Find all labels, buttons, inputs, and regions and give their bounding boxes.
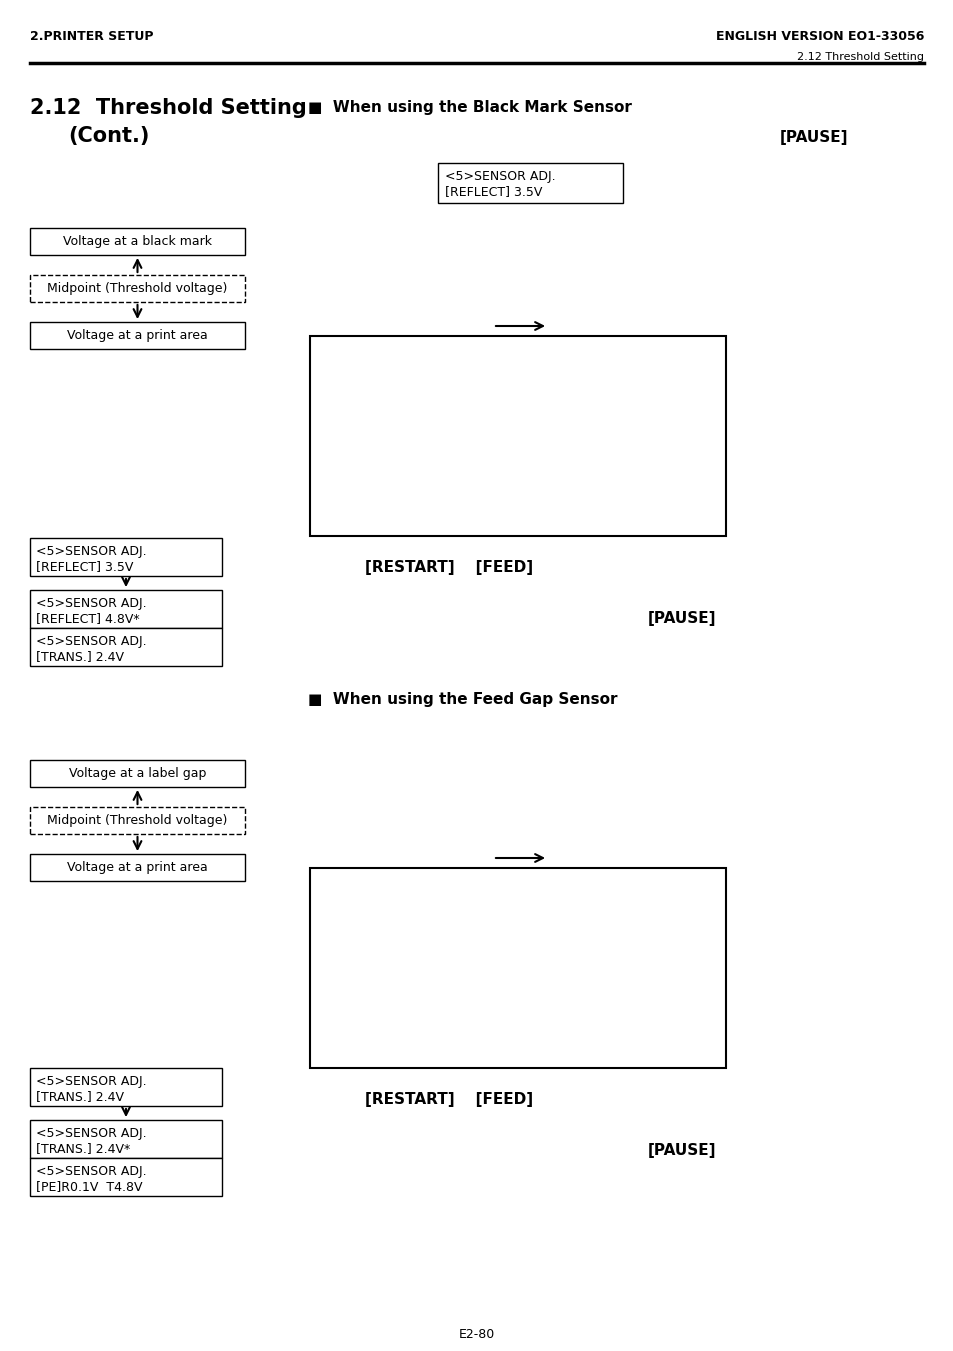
- Text: [REFLECT] 3.5V: [REFLECT] 3.5V: [444, 185, 542, 199]
- Text: <5>SENSOR ADJ.: <5>SENSOR ADJ.: [36, 544, 147, 558]
- Text: [TRANS.] 2.4V*: [TRANS.] 2.4V*: [36, 1142, 131, 1155]
- Text: Voltage at a print area: Voltage at a print area: [67, 330, 208, 342]
- Text: [TRANS.] 2.4V: [TRANS.] 2.4V: [36, 1090, 124, 1102]
- Text: (Cont.): (Cont.): [68, 126, 150, 146]
- Text: 2.12 Threshold Setting: 2.12 Threshold Setting: [796, 51, 923, 62]
- Text: Midpoint (Threshold voltage): Midpoint (Threshold voltage): [48, 815, 228, 827]
- Text: <5>SENSOR ADJ.: <5>SENSOR ADJ.: [444, 170, 555, 182]
- Bar: [30, 807, 245, 834]
- Text: 2.PRINTER SETUP: 2.PRINTER SETUP: [30, 30, 153, 43]
- Text: <5>SENSOR ADJ.: <5>SENSOR ADJ.: [36, 1165, 147, 1178]
- Bar: [30, 538, 222, 576]
- Text: <5>SENSOR ADJ.: <5>SENSOR ADJ.: [36, 1127, 147, 1140]
- Text: 2.12  Threshold Setting: 2.12 Threshold Setting: [30, 99, 307, 118]
- Bar: [437, 163, 622, 203]
- Bar: [30, 1069, 222, 1106]
- Text: [PAUSE]: [PAUSE]: [647, 1143, 716, 1158]
- Text: <5>SENSOR ADJ.: <5>SENSOR ADJ.: [36, 1075, 147, 1088]
- Bar: [30, 322, 245, 349]
- Bar: [310, 336, 725, 536]
- Text: ■  When using the Black Mark Sensor: ■ When using the Black Mark Sensor: [308, 100, 631, 115]
- Text: Midpoint (Threshold voltage): Midpoint (Threshold voltage): [48, 282, 228, 295]
- Text: [RESTART]    [FEED]: [RESTART] [FEED]: [365, 561, 533, 576]
- Bar: [30, 590, 222, 628]
- Text: [REFLECT] 4.8V*: [REFLECT] 4.8V*: [36, 612, 139, 626]
- Text: <5>SENSOR ADJ.: <5>SENSOR ADJ.: [36, 635, 147, 648]
- Text: [TRANS.] 2.4V: [TRANS.] 2.4V: [36, 650, 124, 663]
- Text: ENGLISH VERSION EO1-33056: ENGLISH VERSION EO1-33056: [715, 30, 923, 43]
- Text: [PAUSE]: [PAUSE]: [780, 130, 847, 145]
- Bar: [30, 228, 245, 255]
- Text: [RESTART]    [FEED]: [RESTART] [FEED]: [365, 1092, 533, 1106]
- Bar: [30, 628, 222, 666]
- Bar: [310, 867, 725, 1069]
- Text: Voltage at a black mark: Voltage at a black mark: [63, 235, 212, 249]
- Text: ■  When using the Feed Gap Sensor: ■ When using the Feed Gap Sensor: [308, 692, 617, 707]
- Bar: [30, 1158, 222, 1196]
- Text: [PE]R0.1V  T4.8V: [PE]R0.1V T4.8V: [36, 1179, 142, 1193]
- Text: Voltage at a label gap: Voltage at a label gap: [69, 767, 206, 780]
- Bar: [30, 1120, 222, 1158]
- Bar: [30, 854, 245, 881]
- Text: [PAUSE]: [PAUSE]: [647, 611, 716, 626]
- Bar: [30, 761, 245, 788]
- Text: Voltage at a print area: Voltage at a print area: [67, 861, 208, 874]
- Text: <5>SENSOR ADJ.: <5>SENSOR ADJ.: [36, 597, 147, 611]
- Text: [REFLECT] 3.5V: [REFLECT] 3.5V: [36, 561, 133, 573]
- Bar: [30, 276, 245, 303]
- Text: E2-80: E2-80: [458, 1328, 495, 1342]
